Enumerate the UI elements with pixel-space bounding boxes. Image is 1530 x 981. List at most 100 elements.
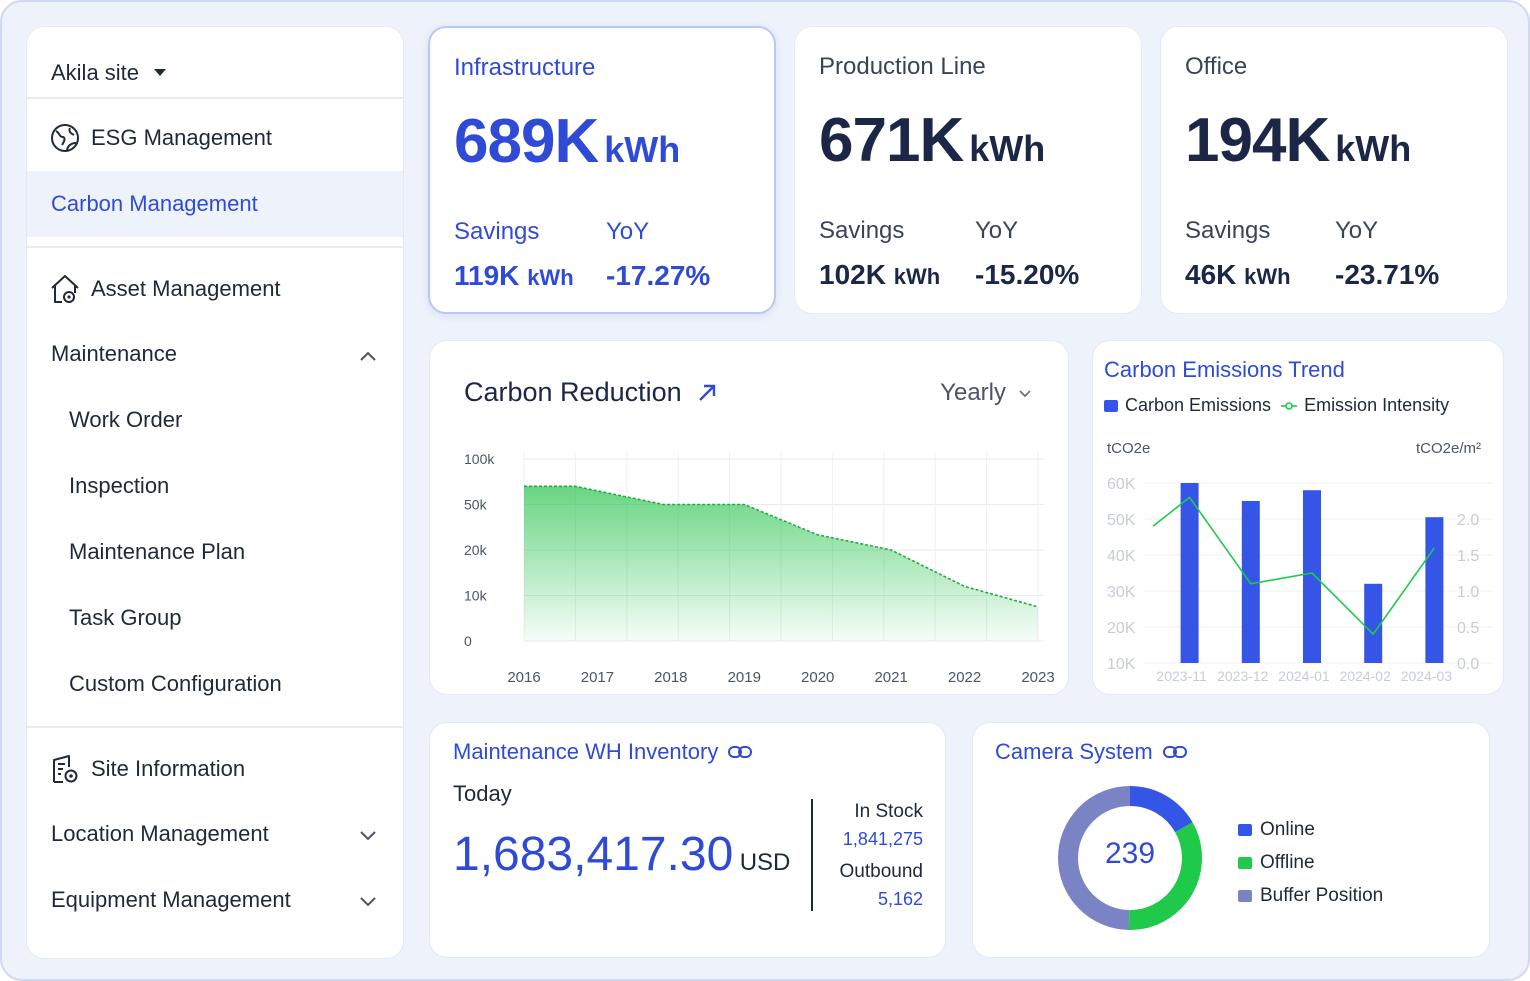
sidebar-item-custom-configuration[interactable]: Custom Configuration — [27, 653, 403, 715]
sidebar-item-maintenance[interactable]: Maintenance — [27, 323, 403, 385]
bar-2024-01 — [1303, 490, 1321, 663]
inspection-label: Inspection — [69, 473, 170, 498]
kpi-unit: kWh — [969, 128, 1046, 169]
savings-number: 119K — [454, 260, 520, 291]
bar-2024-02 — [1364, 583, 1383, 663]
kpi-title: Infrastructure — [454, 54, 596, 81]
x-tick-label: 2022 — [948, 669, 981, 686]
x-tick-label: 2016 — [507, 669, 540, 686]
x-tick-label: 2024-03 — [1401, 668, 1453, 684]
link-icon[interactable] — [1162, 745, 1187, 759]
camera-title[interactable]: Camera System — [995, 739, 1187, 765]
period-select[interactable]: Yearly — [940, 379, 1032, 407]
camera-total: 239 — [1104, 837, 1156, 870]
sidebar-item-equipment-management[interactable]: Equipment Management — [27, 869, 403, 931]
yoy-label: YoY — [975, 217, 1019, 244]
inventory-amount-value: 1,683,417.30 — [453, 828, 734, 881]
left-tick-label: 30K — [1107, 584, 1136, 601]
site-information-label: Site Information — [91, 756, 246, 781]
esg-management-label: ESG Management — [91, 125, 272, 150]
x-tick-label: 2024-02 — [1340, 668, 1392, 684]
carbon-reduction-card: Carbon Reduction Yearly 0 10k 20k 50k 100k 20… — [429, 340, 1069, 695]
location-management-label: Location Management — [51, 821, 269, 846]
area-line — [524, 485, 1039, 608]
outbound-value: 5,162 — [877, 889, 923, 909]
carbon-reduction-chart: 0 10k 20k 50k 100k 2016 2017 2018 2019 2020 2021 20… — [464, 451, 1055, 686]
intensity-line — [1152, 496, 1436, 636]
kpi-card-infrastructure[interactable]: Infrastructure 689K kWh Savings YoY 119K … — [428, 26, 776, 314]
camera-system-card: Camera System 239 Online Offline Buffer … — [972, 722, 1490, 958]
y-tick-label: 100k — [464, 451, 495, 467]
camera-donut-chart — [1058, 786, 1202, 930]
savings-value: 119K kWh — [454, 260, 574, 292]
camera-legend: Online Offline Buffer Position — [1238, 813, 1383, 912]
kpi-card-office[interactable]: Office 194K kWh Savings YoY 46K kWh -23.7… — [1160, 26, 1508, 314]
inventory-divider — [811, 799, 813, 911]
donut-slice-offline — [1058, 786, 1202, 930]
right-tick-label: 0.0 — [1457, 656, 1479, 673]
left-tick-label: 50K — [1107, 512, 1136, 529]
carbon-reduction-title[interactable]: Carbon Reduction — [464, 377, 718, 408]
legend-swatch-online — [1238, 823, 1252, 836]
legend-item-online: Online — [1238, 813, 1383, 846]
carbon-emissions-trend-card: Carbon Emissions Trend Carbon Emissions … — [1092, 340, 1504, 695]
site-selector[interactable]: Akila site — [27, 47, 403, 99]
yoy-value: -15.20% — [975, 259, 1080, 290]
custom-configuration-label: Custom Configuration — [69, 671, 282, 696]
left-tick-label: 60K — [1107, 476, 1136, 493]
sidebar-item-work-order[interactable]: Work Order — [27, 389, 403, 451]
legend-label-online: Online — [1260, 818, 1315, 840]
yoy-value: -17.27% — [606, 260, 711, 291]
sidebar-item-site-information[interactable]: Site Information — [27, 737, 403, 801]
kpi-number: 689K — [454, 107, 599, 176]
legend-label-offline: Offline — [1260, 851, 1315, 873]
asset-management-label: Asset Management — [91, 276, 281, 301]
area-fill — [524, 486, 1038, 641]
y-tick-label: 20k — [464, 542, 488, 558]
legend-item-offline: Offline — [1238, 846, 1383, 879]
inventory-currency: USD — [739, 849, 791, 876]
today-label: Today — [453, 781, 512, 806]
right-tick-label: 1.5 — [1457, 548, 1479, 565]
work-order-label: Work Order — [69, 407, 183, 432]
savings-unit: kWh — [527, 265, 574, 290]
right-axis-unit: tCO2e/m² — [1415, 440, 1481, 457]
yoy-label: YoY — [606, 218, 650, 245]
x-tick-label: 2020 — [801, 669, 834, 686]
divider — [27, 246, 403, 248]
maintenance-plan-label: Maintenance Plan — [69, 539, 246, 564]
kpi-number: 671K — [819, 106, 964, 175]
y-tick-label: 50k — [464, 497, 488, 513]
sidebar-item-task-group[interactable]: Task Group — [27, 587, 403, 649]
kpi-value: 194K kWh — [1185, 105, 1411, 176]
legend-swatch-buffer — [1238, 889, 1252, 902]
y-tick-label: 0 — [464, 633, 472, 649]
sidebar-item-esg-management[interactable]: ESG Management — [27, 107, 403, 169]
y-tick-label: 10k — [464, 588, 488, 604]
sidebar-item-maintenance-plan[interactable]: Maintenance Plan — [27, 521, 403, 583]
sidebar-item-carbon-management[interactable]: Carbon Management — [27, 171, 403, 237]
chevron-down-icon — [1018, 389, 1032, 398]
x-tick-label: 2019 — [728, 669, 761, 686]
building-gear-icon — [49, 753, 81, 785]
kpi-value: 689K kWh — [454, 106, 680, 177]
kpi-title: Production Line — [819, 53, 986, 80]
sidebar-item-inspection[interactable]: Inspection — [27, 455, 403, 517]
x-tick-label: 2023-12 — [1217, 668, 1269, 684]
sidebar-item-asset-management[interactable]: Asset Management — [27, 257, 403, 321]
savings-unit: kWh — [893, 264, 941, 289]
bar-2023-11 — [1180, 483, 1199, 663]
arrow-up-right-icon[interactable] — [696, 382, 718, 404]
site-selector-label: Akila site — [51, 60, 140, 85]
sidebar-item-location-management[interactable]: Location Management — [27, 803, 403, 865]
divider — [27, 726, 403, 728]
link-icon[interactable] — [728, 745, 753, 759]
house-gear-icon — [49, 273, 81, 305]
trend-legend: Carbon Emissions Emission Intensity — [1104, 395, 1449, 416]
inventory-title[interactable]: Maintenance WH Inventory — [453, 739, 753, 765]
x-tick-label: 2024-01 — [1278, 668, 1330, 684]
chevron-down-icon — [359, 887, 377, 913]
carbon-reduction-title-text: Carbon Reduction — [464, 377, 682, 407]
kpi-card-production-line[interactable]: Production Line 671K kWh Savings YoY 102K… — [794, 26, 1142, 314]
